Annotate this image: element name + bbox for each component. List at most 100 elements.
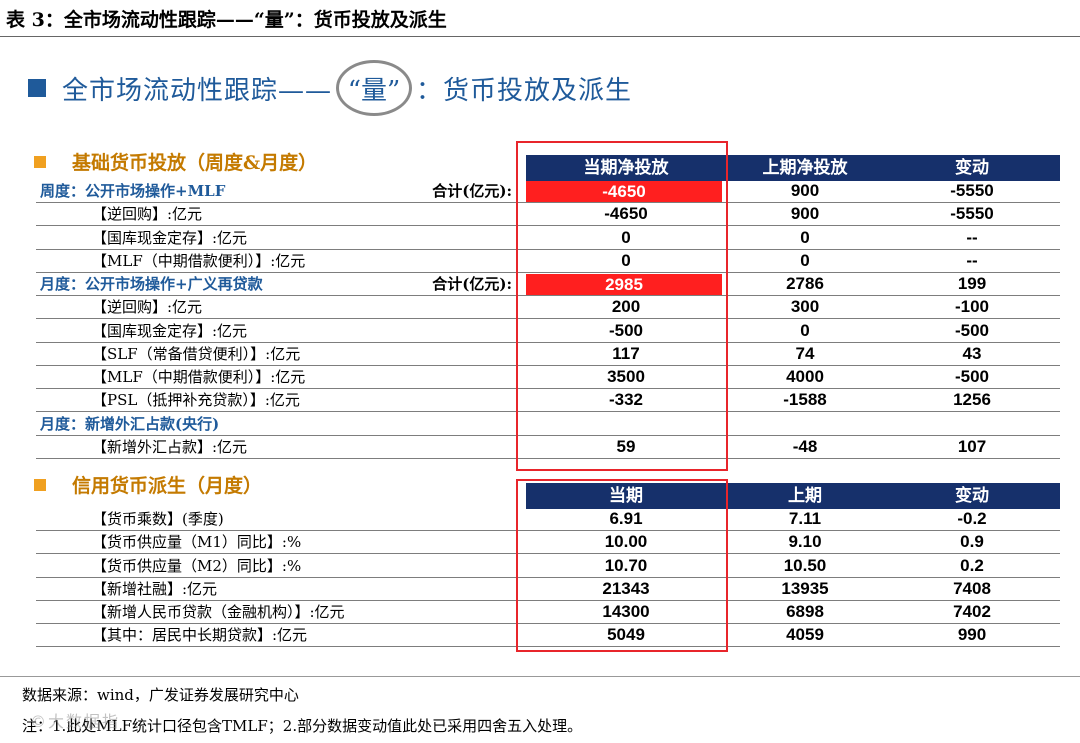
section-credit-money: 信用货币派生（月度） (34, 471, 262, 498)
item-label: 【SLF（常备借贷便利）】:亿元 (92, 344, 301, 363)
group-label: 月度：公开市场操作+广义再贷款 (40, 275, 263, 293)
change-value-cell: 0.2 (960, 555, 984, 575)
heading-suffix: ：货币投放及派生 (416, 75, 633, 106)
item-label: 【MLF（中期借款便利）】:亿元 (92, 368, 306, 386)
previous-value-cell: 2786 (786, 274, 824, 293)
table-row: 【SLF（常备借贷便利）】:亿元 117 74 43 (36, 343, 1060, 366)
previous-value-cell: 0 (800, 250, 810, 270)
current-value-cell: 10.70 (604, 555, 648, 575)
item-label: 【国库现金定存】:亿元 (92, 228, 248, 247)
footnote: 注：1.此处MLF统计口径包含TMLF；2.部分数据变动值此处已采用四舍五入处理… (22, 717, 583, 735)
change-value-cell: -- (966, 227, 978, 247)
table-row: 【MLF（中期借款便利）】:亿元 0 0 -- (36, 250, 1060, 273)
change-value-cell: 7408 (953, 578, 991, 598)
current-value-cell: 59 (616, 436, 636, 456)
section-title: 信用货币派生（月度） (72, 475, 263, 497)
change-value-cell: -500 (954, 367, 990, 386)
item-label: 【其中：居民中长期贷款】:亿元 (92, 626, 308, 645)
table-row: 【PSL（抵押补充贷款）】:亿元 -332 -1588 1256 (36, 389, 1060, 413)
table-row: 【国库现金定存】:亿元 0 0 -- (36, 227, 1060, 250)
item-label: 【PSL（抵押补充贷款）】:亿元 (92, 391, 300, 410)
current-value-cell: 200 (611, 297, 641, 317)
table-row: 【MLF（中期借款便利）】:亿元 3500 4000 -500 (36, 366, 1060, 390)
change-value-cell: -- (966, 250, 978, 270)
heading-square-icon (28, 79, 46, 97)
change-value-cell: 7402 (953, 602, 991, 621)
previous-value-cell: -48 (792, 436, 818, 456)
item-label: 【货币供应量（M2）同比】:% (92, 556, 302, 575)
item-label: 【逆回购】:亿元 (92, 298, 203, 317)
table-row: 【货币乘数】(季度) 6.91 7.11 -0.2 (36, 508, 1060, 532)
current-value-cell: 21343 (602, 578, 650, 598)
previous-value-cell: 4000 (786, 367, 824, 386)
table-row: 【新增人民币贷款（金融机构）】:亿元 14300 6898 7402 (36, 601, 1060, 625)
item-label: 【新增社融】:亿元 (92, 579, 218, 598)
item-label: 【MLF（中期借款便利）】:亿元 (92, 251, 306, 270)
change-value-cell: 1256 (953, 390, 991, 410)
total-label: 合计(亿元): (432, 275, 512, 293)
current-value-cell: 0 (621, 250, 631, 270)
table-row: 【国库现金定存】:亿元 -500 0 -500 (36, 320, 1060, 343)
previous-value-cell: 13935 (781, 578, 829, 598)
current-column-highlight-box (516, 141, 728, 471)
group-label: 周度：公开市场操作+MLF (40, 182, 226, 200)
table-row: 周度：公开市场操作+MLF 合计(亿元): -4650 900 -5550 (36, 180, 1060, 204)
table-row: 【货币供应量（M1）同比】:% 10.00 9.10 0.9 (36, 531, 1060, 555)
header-previous-net: 上期净投放 (726, 155, 884, 181)
item-label: 【货币乘数】(季度) (92, 510, 224, 528)
item-label: 【货币供应量（M1）同比】:% (92, 533, 302, 552)
change-value-cell (884, 413, 1060, 435)
change-value-cell: 107 (957, 436, 987, 456)
previous-value-cell: 900 (790, 181, 820, 200)
item-label: 【国库现金定存】:亿元 (92, 321, 248, 340)
previous-value-cell: 900 (790, 204, 820, 224)
change-value-cell: -500 (954, 320, 990, 340)
table-row: 【逆回购】:亿元 200 300 -100 (36, 296, 1060, 320)
previous-value-cell: 6898 (786, 602, 824, 621)
current-value-cell: 0 (621, 227, 631, 247)
previous-value-cell: 7.11 (788, 509, 822, 528)
change-value-cell: 990 (957, 625, 987, 645)
table-row: 【新增社融】:亿元 21343 13935 7408 (36, 578, 1060, 601)
previous-value-cell: 0 (800, 320, 810, 340)
section-base-money: 基础货币投放（周度&月度） (34, 148, 317, 175)
current-value-cell: 6.91 (609, 509, 643, 528)
previous-value-cell: 300 (790, 297, 820, 317)
change-value-cell: -100 (954, 297, 990, 317)
total-label: 合计(亿元): (432, 182, 512, 200)
current-value-cell: 117 (612, 343, 640, 363)
current-value-cell: 5049 (607, 625, 645, 645)
group-label: 月度：新增外汇占款(央行) (40, 414, 220, 433)
table-row: 【其中：居民中长期贷款】:亿元 5049 4059 990 (36, 624, 1060, 648)
current-column-highlight-box (516, 479, 728, 652)
item-label: 【新增人民币贷款（金融机构）】:亿元 (92, 603, 345, 621)
header-current-net: 当期净投放 (526, 155, 726, 181)
change-value-cell: -0.2 (957, 509, 987, 528)
change-value-cell: -5550 (950, 204, 994, 224)
section-title: 基础货币投放（周度&月度） (72, 152, 318, 174)
previous-value-cell: 74 (795, 343, 815, 363)
heading-prefix: 全市场流动性跟踪—— (62, 75, 333, 106)
header-change: 变动 (884, 483, 1060, 509)
previous-value-cell: 0 (800, 227, 810, 247)
previous-value-cell: 4059 (786, 625, 824, 645)
item-label: 【逆回购】:亿元 (92, 205, 203, 224)
previous-value-cell (726, 413, 884, 435)
current-value-cell: -332 (608, 390, 644, 410)
section-bullet-icon (34, 155, 46, 168)
heading-quoted-term: “量” (336, 60, 413, 116)
current-value-cell: 10.00 (604, 532, 648, 552)
current-value-cell: 2985 (526, 274, 722, 295)
table-row: 月度：公开市场操作+广义再贷款 合计(亿元): 2985 2786 199 (36, 273, 1060, 297)
caption-divider (0, 36, 1080, 37)
table-row: 【货币供应量（M2）同比】:% 10.70 10.50 0.2 (36, 555, 1060, 578)
table-caption: 表 3：全市场流动性跟踪——“量”：货币投放及派生 (6, 9, 447, 31)
current-value-cell: 14300 (602, 602, 650, 621)
change-value-cell: 199 (957, 274, 987, 293)
current-value-cell: -4650 (526, 181, 722, 202)
change-value-cell: 0.9 (960, 532, 984, 552)
previous-value-cell: 9.10 (788, 532, 822, 552)
header-current: 当期 (526, 483, 726, 509)
slide-heading: 全市场流动性跟踪—— “量” ：货币投放及派生 (28, 58, 632, 118)
table-row: 【新增外汇占款】:亿元 59 -48 107 (36, 436, 1060, 459)
